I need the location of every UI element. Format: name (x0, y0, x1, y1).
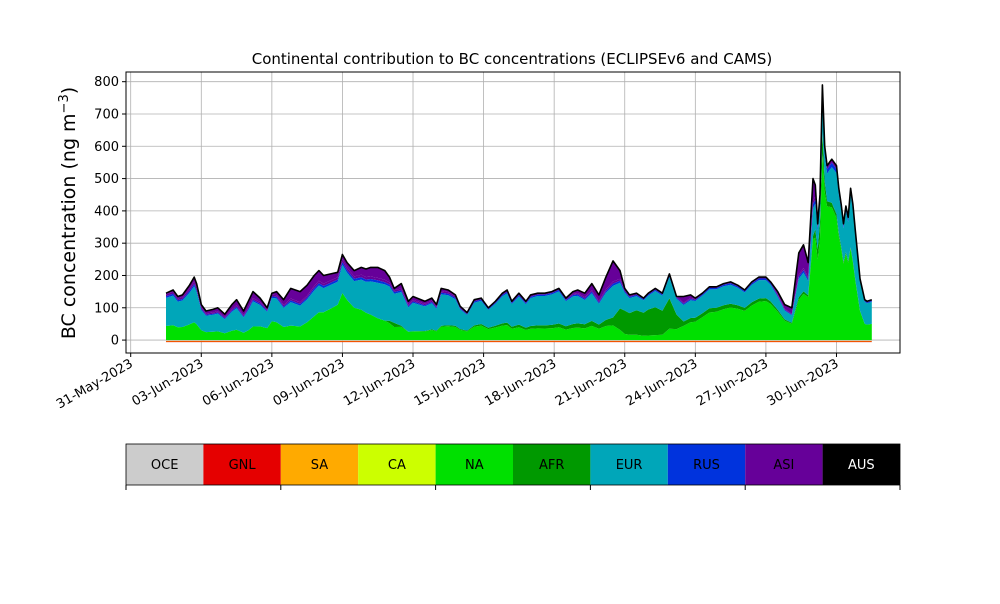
x-tick-label: 03-Jun-2023 (129, 356, 206, 409)
y-tick-label: 700 (94, 107, 119, 122)
x-tick-label: 27-Jun-2023 (694, 356, 771, 409)
legend-swatch-ca (358, 444, 436, 485)
axes: 0 100 200 300 400 500 600 700 800 31-May-202303-J… (54, 71, 901, 412)
x-tick-label: 18-Jun-2023 (482, 356, 559, 409)
x-tick-label: 12-Jun-2023 (341, 356, 418, 409)
x-tick-label: 06-Jun-2023 (200, 356, 277, 409)
plot-frame (125, 71, 901, 354)
legend-colorbar: OCE GNL SA CA NA AFR EUR RUS ASI AUS (125, 443, 901, 490)
legend-swatch-eur (590, 444, 668, 485)
y-tick-label: 400 (94, 204, 119, 219)
legend-label-sa: SA (311, 458, 328, 473)
legend-label-aus: AUS (848, 458, 875, 473)
legend-swatch-aus (822, 444, 900, 485)
x-tick-label: 09-Jun-2023 (271, 356, 348, 409)
legend-swatch-afr (513, 444, 591, 485)
y-tick-label: 100 (94, 301, 119, 316)
legend-swatch-rus (667, 444, 746, 485)
y-tick-label: 800 (94, 75, 119, 90)
total-line (165, 84, 873, 315)
area-asi (166, 84, 872, 319)
area-na (166, 153, 872, 341)
legend-label-afr: AFR (539, 458, 564, 473)
y-tick-label: 200 (94, 269, 119, 284)
x-tick-label: 24-Jun-2023 (624, 356, 701, 409)
x-tick-label: 15-Jun-2023 (412, 356, 489, 409)
y-tick-label: 600 (94, 140, 119, 155)
legend-label-ca: CA (388, 458, 406, 473)
y-axis-label-sup: −3 (57, 94, 72, 113)
legend-label-na: NA (465, 458, 484, 473)
legend-label-eur: EUR (616, 458, 643, 473)
legend-swatch-gnl (203, 444, 281, 485)
y-axis-label-close: ) (58, 87, 80, 94)
stacked-areas (165, 84, 873, 343)
legend-label-asi: ASI (773, 458, 794, 473)
x-tick-label: 21-Jun-2023 (553, 356, 630, 409)
legend-swatch-oce (126, 444, 204, 485)
legend-swatch-sa (280, 444, 359, 485)
y-tick-label: 300 (94, 237, 119, 252)
legend-frame (125, 443, 901, 486)
chart-title: Continental contribution to BC concentra… (252, 50, 773, 68)
x-tick-label: 30-Jun-2023 (765, 356, 842, 409)
legend-swatch-na (435, 444, 513, 485)
y-tick-label: 0 (111, 334, 119, 349)
legend-swatch-asi (745, 444, 823, 485)
y-axis-label: BC concentration (ng m−3) (57, 87, 81, 339)
legend-label-rus: RUS (693, 458, 720, 473)
legend-label-gnl: GNL (229, 458, 257, 473)
x-tick-label: 31-May-2023 (54, 356, 136, 412)
y-tick-label: 500 (94, 172, 119, 187)
area-eur (166, 96, 872, 334)
y-axis-label-text: BC concentration (ng m (58, 113, 80, 339)
legend-label-oce: OCE (151, 458, 179, 473)
